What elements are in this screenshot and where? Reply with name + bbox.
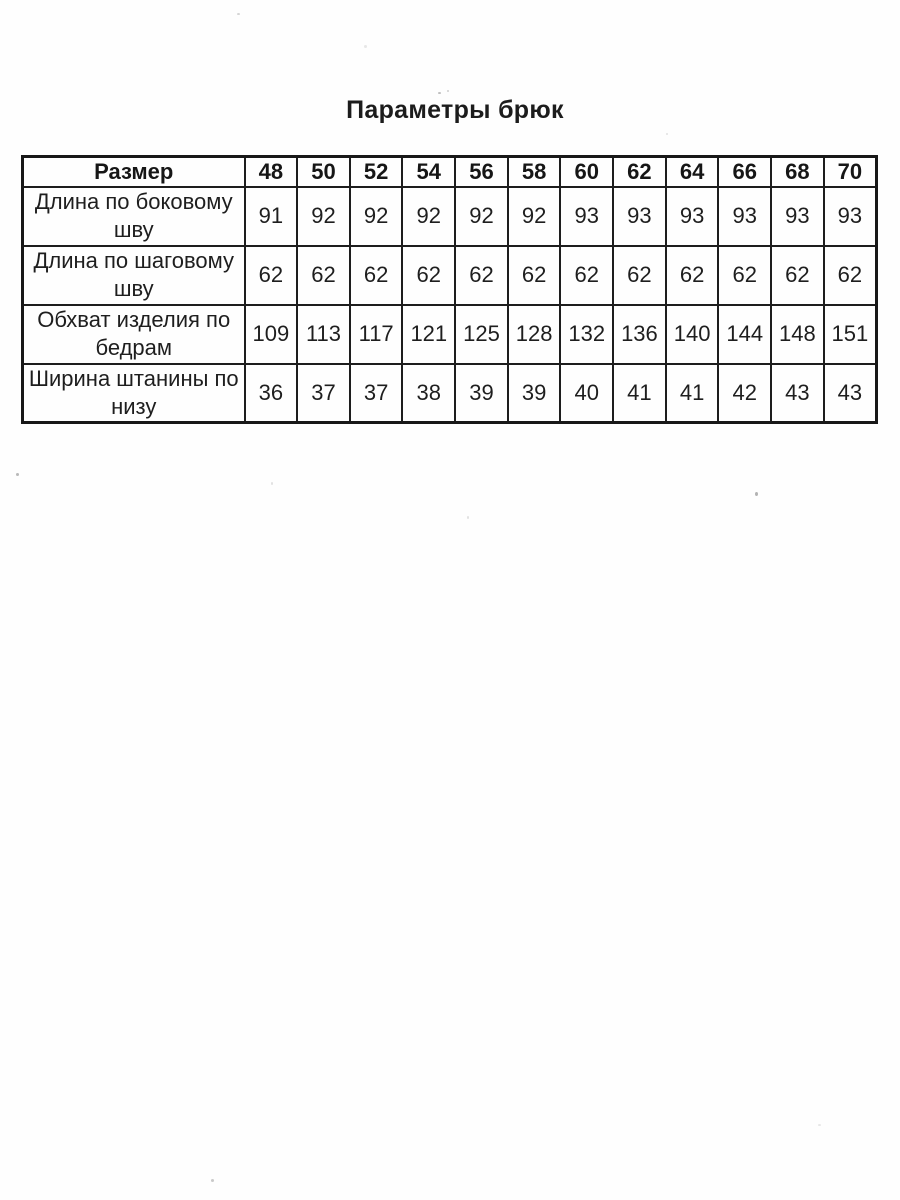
size-column-header: 48 [243,155,299,188]
row-label: Длина по шаговому шву [21,244,246,306]
table-row: Обхват изделия по бедрам 109 113 117 121 125 1… [21,303,878,365]
table-row: Длина по боковому шву 91 92 92 92 92 92 93 93 93 9… [21,185,878,247]
size-column-header: 62 [612,155,667,188]
value-cell: 62 [770,244,825,306]
value-cell: 92 [296,185,351,247]
value-cell: 92 [348,185,404,247]
value-cell: 41 [612,362,667,424]
size-header-label: Размер [21,155,246,188]
scan-speckle [438,92,441,94]
table-row: Длина по шаговому шву 62 62 62 62 62 62 62 62 62 6… [21,244,878,306]
value-cell: 62 [559,244,615,306]
scan-speckle [16,473,19,476]
value-cell: 36 [243,362,299,424]
value-cell: 40 [559,362,615,424]
scan-speckle [666,133,668,135]
size-column-header: 66 [717,155,773,188]
value-cell: 37 [296,362,351,424]
value-cell: 91 [243,185,299,247]
scan-speckle [211,1179,214,1182]
table-body: Длина по боковому шву 91 92 92 92 92 92 93 93 93 9… [21,185,878,424]
value-cell: 125 [454,303,509,365]
value-cell: 140 [664,303,720,365]
scan-speckle [755,492,758,496]
value-cell: 62 [822,244,878,306]
scan-speckle [818,1124,821,1126]
value-cell: 113 [296,303,351,365]
size-column-header: 54 [401,155,457,188]
scan-speckle [271,482,273,485]
value-cell: 39 [454,362,509,424]
value-cell: 62 [717,244,773,306]
value-cell: 41 [664,362,720,424]
value-cell: 93 [612,185,667,247]
value-cell: 62 [664,244,720,306]
value-cell: 117 [348,303,404,365]
value-cell: 93 [822,185,878,247]
value-cell: 151 [822,303,878,365]
row-label: Длина по боковому шву [21,185,246,247]
value-cell: 62 [243,244,299,306]
page-title: Параметры брюк [346,96,564,124]
value-cell: 92 [454,185,509,247]
value-cell: 43 [822,362,878,424]
value-cell: 144 [717,303,773,365]
size-column-header: 68 [770,155,825,188]
table-header: Размер 48 50 52 54 56 58 60 62 64 66 68 70 [21,155,878,188]
value-cell: 62 [506,244,562,306]
value-cell: 39 [506,362,562,424]
row-label: Обхват изделия по бедрам [21,303,246,365]
value-cell: 62 [348,244,404,306]
value-cell: 42 [717,362,773,424]
value-cell: 93 [559,185,615,247]
value-cell: 62 [296,244,351,306]
scan-speckle [237,13,240,15]
size-column-header: 50 [296,155,351,188]
size-column-header: 58 [506,155,562,188]
value-cell: 37 [348,362,404,424]
table-header-row: Размер 48 50 52 54 56 58 60 62 64 66 68 70 [21,155,878,188]
size-column-header: 64 [664,155,720,188]
value-cell: 132 [559,303,615,365]
size-column-header: 70 [822,155,878,188]
value-cell: 92 [506,185,562,247]
row-label: Ширина штанины по низу [21,362,246,424]
size-chart-table: Размер 48 50 52 54 56 58 60 62 64 66 68 70 Длина по … [21,155,878,424]
value-cell: 93 [717,185,773,247]
value-cell: 93 [664,185,720,247]
value-cell: 43 [770,362,825,424]
value-cell: 62 [454,244,509,306]
value-cell: 92 [401,185,457,247]
value-cell: 121 [401,303,457,365]
scan-speckle [447,90,449,92]
value-cell: 38 [401,362,457,424]
size-column-header: 52 [348,155,404,188]
value-cell: 128 [506,303,562,365]
value-cell: 109 [243,303,299,365]
value-cell: 148 [770,303,825,365]
scan-speckle [467,516,469,519]
value-cell: 62 [401,244,457,306]
table-row: Ширина штанины по низу 36 37 37 38 39 39 40 41 41… [21,362,878,424]
size-column-header: 60 [559,155,615,188]
scan-speckle [364,45,367,48]
size-column-header: 56 [454,155,509,188]
value-cell: 93 [770,185,825,247]
value-cell: 62 [612,244,667,306]
value-cell: 136 [612,303,667,365]
